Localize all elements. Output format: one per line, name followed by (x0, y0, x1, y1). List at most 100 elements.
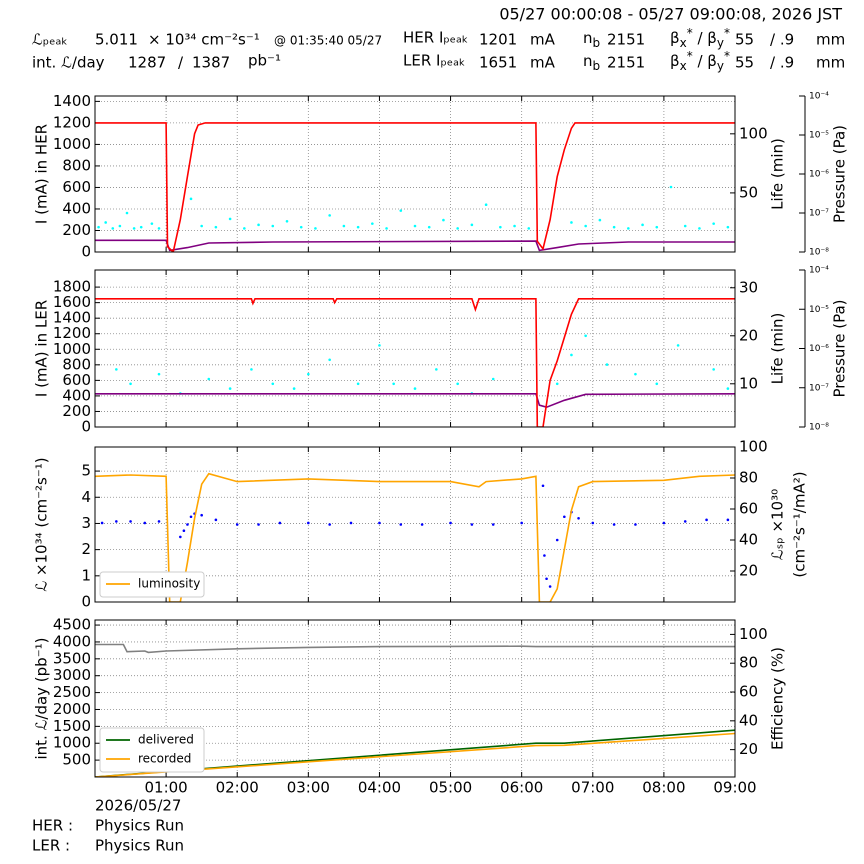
point (527, 227, 531, 230)
point (612, 523, 616, 526)
y-tick-label: 400 (62, 386, 91, 404)
y-tick-label: 4000 (53, 632, 91, 650)
point (115, 368, 118, 371)
y-label: int. ℒ/day (pb⁻¹) (33, 638, 51, 760)
y3-tick-label: 10⁻⁴ (809, 92, 829, 102)
label: HER Iₚₑₐₖ (403, 29, 468, 47)
point (200, 224, 203, 228)
point (605, 363, 609, 366)
y-tick-label: 200 (62, 402, 91, 420)
y2-tick-label: 10 (739, 374, 758, 392)
y2-label: Efficiency (%) (769, 647, 787, 750)
point (271, 224, 275, 228)
point (97, 225, 100, 229)
point (392, 382, 395, 386)
point (257, 223, 260, 227)
point (413, 387, 417, 390)
point (698, 227, 701, 230)
point (250, 368, 253, 371)
y2-tick-label: 20 (739, 562, 758, 580)
value: / .9 (770, 54, 794, 72)
point (456, 382, 459, 386)
point (513, 224, 516, 228)
point (577, 517, 580, 520)
point (555, 538, 559, 542)
text: n (583, 29, 593, 47)
point (491, 523, 495, 526)
value: 55 (735, 54, 754, 72)
point (104, 221, 107, 224)
y3-tick-label: 10⁻⁷ (809, 383, 829, 393)
point (129, 520, 132, 523)
y-tick-label: 0 (81, 593, 91, 611)
y2-label: Life (min) (769, 138, 787, 210)
y2-tick-label: 60 (739, 500, 758, 518)
point (257, 523, 260, 526)
point (307, 521, 310, 525)
point (712, 368, 715, 371)
text: β (670, 52, 680, 70)
text: y (717, 59, 724, 73)
y-tick-label: 0 (81, 243, 91, 261)
text: * (687, 26, 693, 40)
text: / β (693, 29, 717, 47)
y2-tick-label: 50 (739, 183, 758, 201)
y-tick-label: 2000 (53, 700, 91, 718)
legend-box (99, 571, 205, 598)
point (662, 521, 666, 525)
point (655, 382, 659, 386)
unit: mm (816, 54, 845, 72)
point (726, 387, 730, 390)
point (570, 221, 573, 224)
label: HER : (32, 817, 73, 835)
plot-frame (94, 446, 736, 603)
point (563, 515, 566, 519)
y3-tick-label: 10⁻⁶ (809, 344, 829, 354)
unit: pb⁻¹ (248, 52, 281, 70)
point (115, 520, 118, 523)
point (292, 387, 296, 390)
point (182, 529, 186, 532)
value: 1287 (128, 54, 166, 72)
point (356, 225, 360, 229)
y-tick-label: 3000 (53, 666, 91, 684)
point (399, 523, 403, 526)
y2-tick-label: 80 (739, 469, 758, 487)
text: / (178, 54, 184, 72)
point (470, 523, 474, 526)
y2-tick-label: 100 (739, 438, 768, 456)
y2-label: ℒₛₚ ×10³⁰ (769, 489, 787, 560)
header-row-1: ℒₚₑₐₖ 5.011 × 10³⁴ cm⁻²s⁻¹ @ 01:35:40 05… (32, 26, 845, 50)
point (157, 227, 161, 230)
point (420, 523, 424, 526)
y2-label: Life (min) (769, 313, 787, 385)
point (627, 227, 630, 230)
point (641, 223, 644, 227)
value: 1201 (479, 31, 517, 49)
point (371, 222, 374, 225)
label: βx* / βy* (670, 49, 730, 73)
point (314, 227, 317, 230)
point (712, 222, 715, 225)
x-tick-label: 08:00 (642, 779, 685, 797)
y-tick-label: 200 (62, 221, 91, 239)
y2-tick-label: 40 (739, 711, 758, 729)
y-tick-label: 1600 (53, 293, 91, 311)
panel: 01:00 02:00 03:00 04:00 05:00 06:00 07:00 08:00… (33, 616, 787, 797)
point (456, 227, 459, 230)
point (143, 521, 147, 525)
y3-label: Pressure (Pa) (831, 125, 849, 223)
x-tick-label: 03:00 (287, 779, 330, 797)
point (157, 372, 161, 376)
y3-tick-label: 10⁻⁵ (809, 305, 829, 315)
point (612, 225, 616, 229)
plot-frame (94, 269, 736, 428)
point (150, 222, 154, 225)
y-tick-label: 600 (62, 178, 91, 196)
x-tick-label: 04:00 (358, 779, 401, 797)
point (271, 382, 275, 386)
y-tick-label: 500 (62, 751, 91, 769)
line (95, 122, 735, 252)
